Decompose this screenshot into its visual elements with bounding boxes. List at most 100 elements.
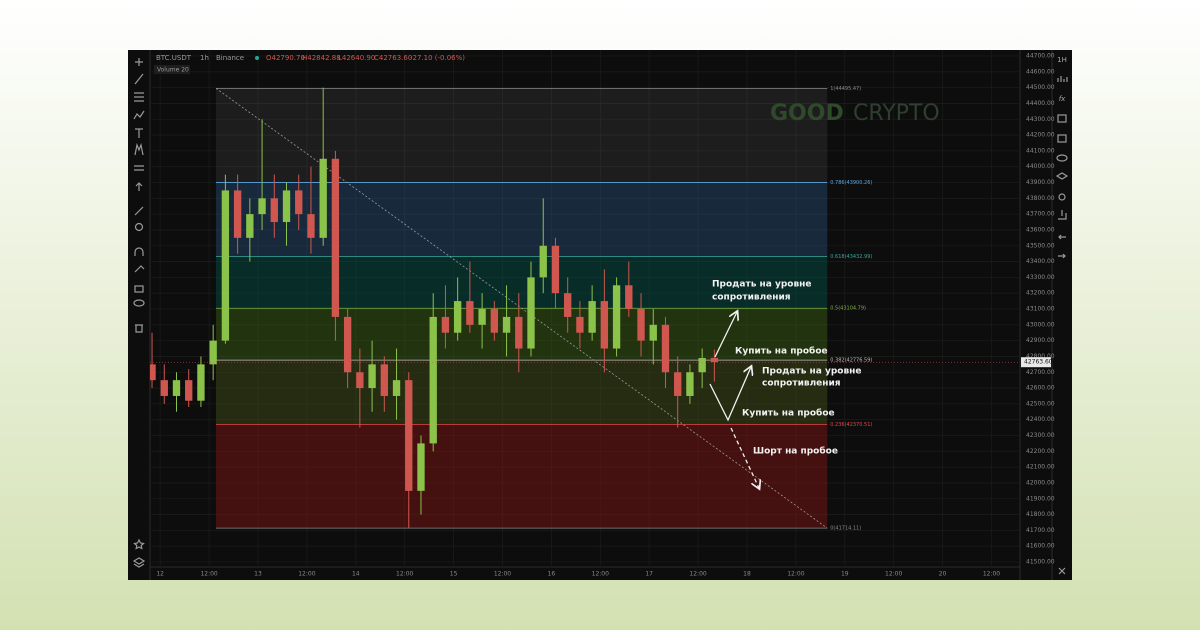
indicators-button[interactable]: fx [1059, 95, 1066, 103]
tool-layers[interactable] [132, 557, 146, 568]
y-tick-label: 41900.00 [1026, 495, 1055, 502]
candle-body [282, 190, 291, 223]
arrow [709, 367, 751, 422]
interval: 1h [200, 54, 209, 62]
redo-button[interactable] [1058, 253, 1066, 259]
x-tick-label: 12:00 [592, 571, 609, 578]
y-tick-label: 43600.00 [1026, 226, 1055, 233]
x-tick-label: 18 [743, 571, 751, 578]
candle-body [649, 324, 657, 341]
tool-arrow[interactable] [135, 182, 143, 191]
x-tick-label: 17 [645, 571, 653, 578]
annotation: Шорт на пробое [753, 446, 838, 457]
ohlc-low: L42640.90 [338, 54, 375, 62]
candle-body [258, 198, 266, 215]
x-tick-label: 12:00 [689, 571, 706, 578]
y-tick-label: 43900.00 [1026, 179, 1055, 186]
y-tick-label: 42900.00 [1026, 337, 1055, 344]
fib-trendline [215, 88, 828, 529]
tool-lock[interactable] [134, 285, 144, 293]
y-tick-label: 44400.00 [1026, 100, 1055, 107]
y-tick-label: 41700.00 [1026, 527, 1055, 534]
indicator-badge[interactable] [154, 65, 190, 74]
candle-body [246, 214, 254, 238]
y-tick-label: 41800.00 [1026, 511, 1055, 518]
candle-body [307, 214, 315, 238]
tool-brush[interactable] [134, 265, 145, 273]
y-tick-label: 44500.00 [1026, 84, 1055, 91]
candle-body [551, 245, 560, 294]
undo-button[interactable] [1058, 234, 1066, 240]
indicator[interactable]: Volume 20 [157, 67, 189, 74]
fib-zone [216, 424, 828, 529]
x-tick-label: 12:00 [787, 571, 804, 578]
timeframe-button[interactable]: 1H [1057, 56, 1067, 64]
annotation: Купить на пробое [735, 346, 828, 357]
candle-body [527, 277, 535, 349]
y-tick-label: 42300.00 [1026, 432, 1055, 439]
candle-body [270, 198, 278, 223]
candle-body [356, 372, 364, 389]
candle-body [368, 364, 376, 389]
tool-zoom[interactable] [134, 222, 144, 232]
tool-pattern[interactable] [133, 110, 145, 120]
x-tick-label: 14 [352, 571, 360, 578]
tool-delete[interactable] [135, 324, 143, 333]
y-tick-label: 42800.00 [1026, 353, 1055, 360]
ohlc-high: H42842.88 [302, 54, 341, 62]
screenshot-button[interactable] [1057, 134, 1067, 143]
close-button[interactable] [1058, 567, 1066, 575]
x-tick-label: 12:00 [494, 571, 511, 578]
ohlc-change: -27.10 (-0.06%) [410, 54, 465, 62]
tool-crosshair[interactable] [135, 58, 143, 66]
settings-button[interactable] [1058, 193, 1066, 201]
tool-shape[interactable] [134, 142, 144, 156]
fib-zone [216, 88, 828, 183]
y-tick-label: 41600.00 [1026, 543, 1055, 550]
y-tick-label: 43300.00 [1026, 274, 1055, 281]
chart-type-button[interactable] [1057, 76, 1068, 82]
share-button[interactable] [1058, 210, 1067, 220]
x-tick-label: 12:00 [396, 571, 413, 578]
y-tick-label: 42000.00 [1026, 479, 1055, 486]
annotation: сопротивления [762, 379, 841, 389]
tool-text[interactable] [135, 128, 143, 138]
tool-ruler[interactable] [134, 206, 144, 216]
y-tick-label: 43100.00 [1026, 306, 1055, 313]
fib-label: 0.236(42370.51) [830, 422, 872, 428]
visibility-button[interactable] [1056, 154, 1068, 162]
y-tick-label: 44700.00 [1026, 53, 1055, 60]
fullscreen-button[interactable] [1057, 114, 1067, 123]
y-tick-label: 44300.00 [1026, 116, 1055, 123]
y-tick-label: 44100.00 [1026, 147, 1055, 154]
y-tick-label: 43400.00 [1026, 258, 1055, 265]
fib-label: 1(44495.47) [830, 86, 861, 92]
candle-body [405, 380, 413, 491]
tool-channel[interactable] [134, 92, 144, 102]
fib-zone [216, 182, 828, 257]
x-tick-label: 12:00 [885, 571, 902, 578]
fib-label: 0.786(43900.26) [830, 180, 872, 186]
candle-body [380, 364, 388, 396]
tool-magnet[interactable] [134, 247, 144, 256]
y-tick-label: 44600.00 [1026, 68, 1055, 75]
candle-body [185, 380, 193, 401]
ohlc-open: O42790.70 [266, 54, 305, 62]
tool-measure[interactable] [134, 165, 144, 171]
y-tick-label: 42500.00 [1026, 400, 1055, 407]
last-price-badge [1021, 357, 1051, 368]
layers-button[interactable] [1055, 172, 1069, 180]
candle-body [478, 309, 486, 325]
tool-line[interactable] [134, 73, 144, 85]
fib-label: 0.618(43432.99) [830, 254, 872, 260]
candle-body [466, 301, 474, 325]
candle-body [453, 301, 462, 333]
candle-body [197, 364, 205, 401]
candle-body [209, 340, 217, 365]
tool-favorites[interactable] [133, 538, 145, 550]
y-tick-label: 43800.00 [1026, 195, 1055, 202]
tool-visibility[interactable] [133, 299, 145, 307]
fib-label: 0.382(42776.59) [830, 358, 872, 364]
